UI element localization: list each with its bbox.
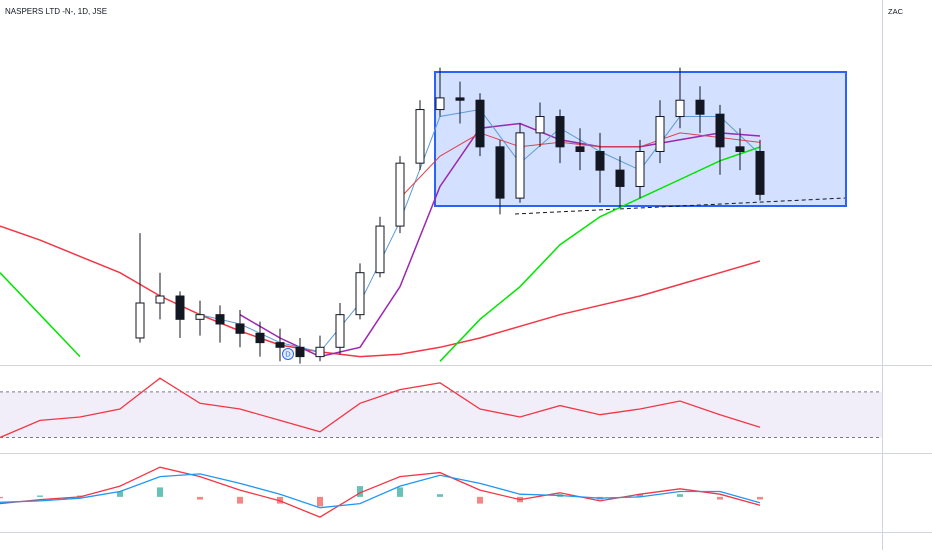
candle-body	[255, 332, 265, 344]
histogram-bar	[637, 494, 643, 497]
candle-body	[575, 146, 585, 153]
indicator-line	[0, 377, 761, 439]
dividend-marker	[282, 348, 294, 360]
candle-body	[455, 97, 465, 101]
histogram-bar	[437, 494, 443, 497]
histogram-bar	[197, 496, 203, 500]
symbol-title: NASPERS LTD -N-, 1D, JSE	[5, 7, 107, 16]
histogram-bar	[717, 496, 723, 500]
rsi-band	[0, 391, 882, 438]
histogram-bar	[237, 496, 243, 504]
histogram-bar	[757, 496, 763, 500]
trend-line	[514, 197, 846, 215]
candle-body	[235, 323, 245, 334]
candle-body	[395, 162, 405, 227]
candle-body	[335, 314, 345, 348]
candle-body	[295, 346, 305, 358]
candle-body	[515, 132, 525, 199]
candle-body	[195, 314, 205, 320]
histogram-bar	[0, 496, 3, 499]
candle-body	[695, 99, 705, 115]
candle-body	[215, 314, 225, 325]
dividend-label: D	[285, 349, 291, 358]
candle-body	[595, 151, 605, 171]
price-pane	[0, 67, 765, 364]
candle-body	[535, 116, 545, 134]
candle-body	[315, 346, 325, 358]
candle-body	[475, 99, 485, 148]
indicator-line	[0, 466, 761, 518]
candle-body	[375, 225, 385, 274]
candle-body	[735, 146, 745, 153]
candle-body	[675, 99, 685, 118]
candle-body	[415, 109, 425, 164]
histogram-bar	[117, 491, 123, 497]
histogram-bar	[77, 495, 83, 497]
candle-body	[275, 342, 285, 348]
candle-body	[495, 146, 505, 199]
candle-body	[635, 151, 645, 187]
candle-body	[715, 113, 725, 148]
candle-body	[175, 295, 185, 320]
candle-body	[555, 116, 565, 148]
moving-average	[0, 225, 761, 358]
candle-body	[615, 169, 625, 187]
candle-body	[155, 295, 165, 304]
histogram-bar	[37, 495, 43, 497]
histogram-bar	[397, 487, 403, 497]
histogram-bar	[357, 486, 363, 497]
candle-body	[435, 97, 445, 111]
histogram-bar	[157, 487, 163, 497]
indicator-line	[0, 473, 761, 509]
moving-average	[239, 122, 761, 358]
candle-body	[135, 302, 145, 339]
currency: ZAC	[888, 7, 904, 16]
histogram-bar	[677, 494, 683, 497]
histogram-bar	[317, 496, 323, 507]
histogram-bar	[477, 496, 483, 504]
candle-body	[755, 151, 765, 195]
moving-average	[0, 146, 761, 362]
candle-body	[655, 116, 665, 153]
candle-body	[355, 272, 365, 316]
